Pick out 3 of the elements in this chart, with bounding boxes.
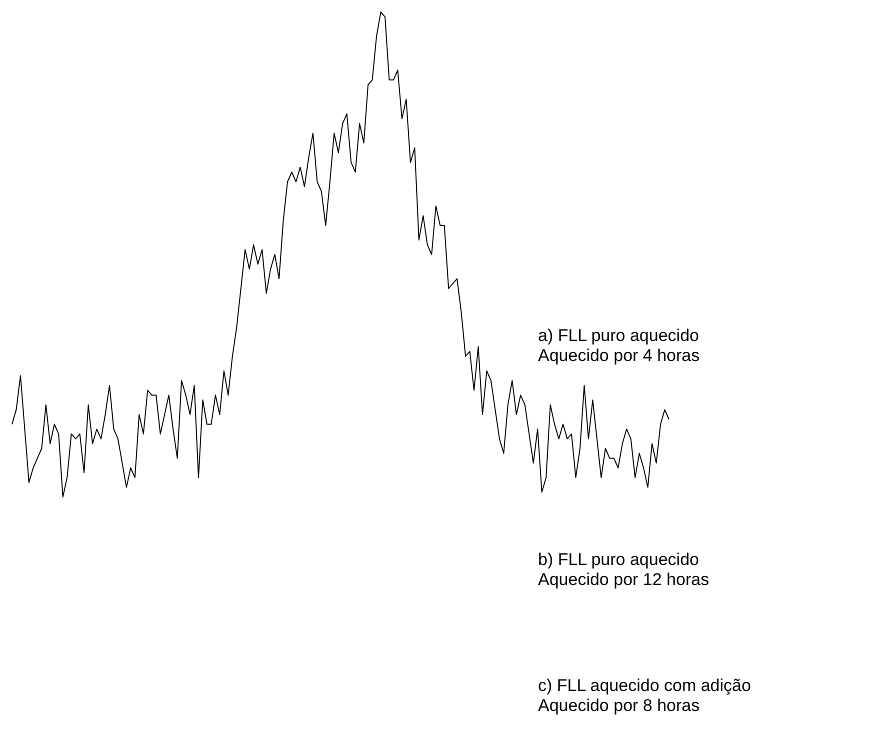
annotation: a) FLL puro aquecido Aquecido por 4 horas: [538, 326, 700, 366]
text: c) FLL aquecido com adição Aquecido por 8 horas: [538, 676, 751, 716]
text: b) FLL puro aquecido Aquecido por 12 horas: [538, 550, 710, 590]
